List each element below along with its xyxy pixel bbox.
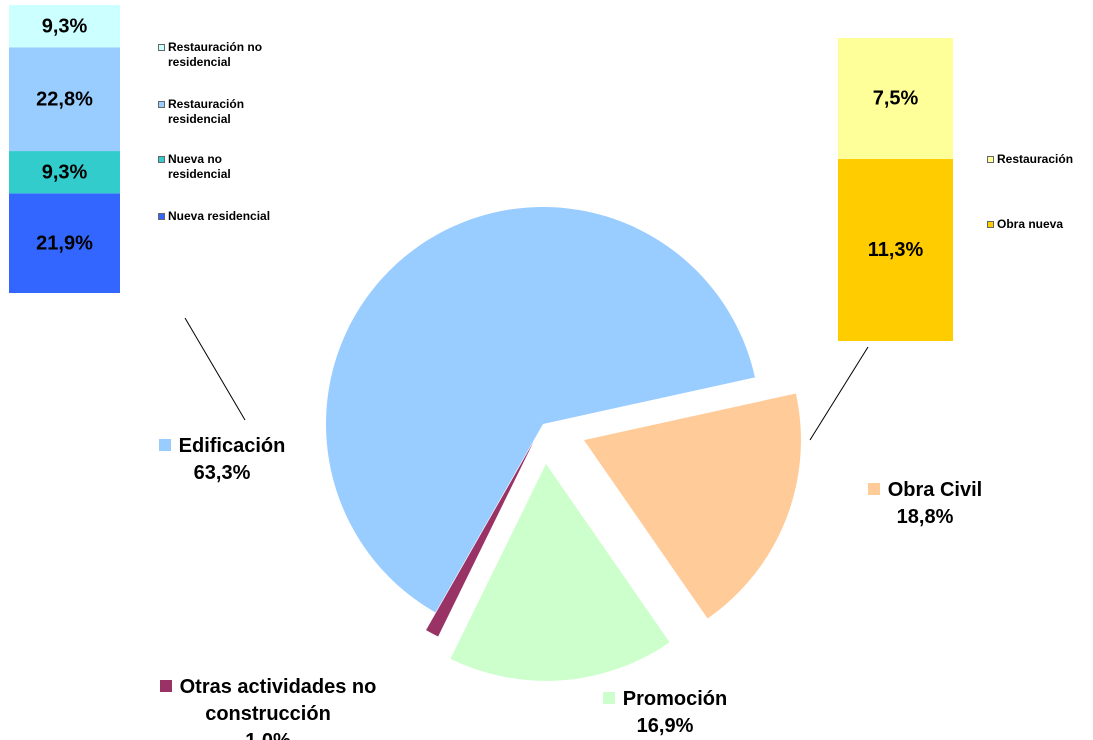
category-label: Edificación (178, 435, 286, 457)
pie-slice (583, 393, 801, 619)
bar-segment (9, 5, 120, 48)
legend-swatch (158, 101, 165, 108)
pie-slice (426, 441, 534, 637)
legend-item: Nueva residencial (168, 209, 271, 223)
data-label: 11,3% (868, 239, 924, 261)
legend-swatch (987, 156, 994, 163)
legend-item: Restauración no residencial (168, 40, 263, 69)
bar-segment (9, 47, 120, 152)
legend-item: Nueva no residencial (168, 152, 231, 181)
value-label: 63,3% (193, 462, 251, 484)
legend-swatch (158, 156, 165, 163)
legend-swatch (987, 221, 994, 228)
value-label: 18,8% (896, 506, 954, 528)
category-label: Promoción (622, 688, 728, 710)
pie-label: Otras actividades no construcción 1,0% (143, 674, 393, 740)
data-label: 9,3% (42, 15, 88, 37)
connector-line (184, 317, 246, 421)
legend-item: Restauración (997, 152, 1074, 166)
value-label: 1,0% (245, 730, 291, 740)
bar-segment (838, 158, 953, 341)
legend-swatch (602, 692, 615, 704)
pie-slice (325, 206, 755, 613)
bar-segment (9, 193, 120, 293)
pie-label: Obra Civil 18,8% (825, 477, 1025, 531)
pie-label: Promoción 16,9% (565, 686, 765, 740)
pie-slice (450, 463, 670, 681)
bar-segment (9, 151, 120, 194)
data-label: 22,8% (36, 88, 93, 110)
data-label: 7,5% (873, 88, 919, 110)
legend-swatch (158, 44, 165, 51)
data-label: 9,3% (42, 161, 88, 183)
bar-segment (838, 38, 953, 159)
legend-item: Obra nueva (997, 217, 1064, 231)
connector-line (809, 346, 869, 441)
category-label: Otras actividades no construcción (179, 676, 377, 725)
data-label: 21,9% (36, 232, 93, 254)
legend-swatch (158, 213, 165, 220)
category-label: Obra Civil (887, 479, 983, 501)
legend-item: Restauración residencial (168, 97, 245, 126)
legend-swatch (159, 680, 172, 692)
value-label: 16,9% (636, 715, 694, 737)
legend-swatch (867, 483, 880, 495)
legend-swatch (158, 439, 171, 451)
pie-label: Edificación 63,3% (122, 433, 322, 487)
